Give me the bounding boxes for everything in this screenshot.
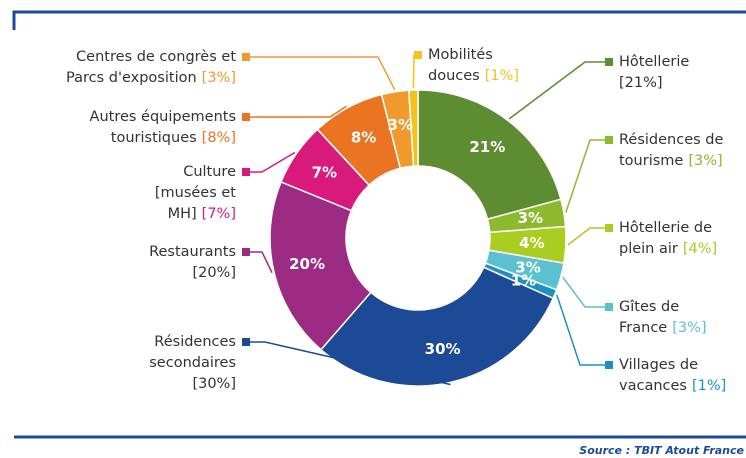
legend-label: Parcs d'exposition [3%] xyxy=(66,70,236,86)
legend-text: tourisme xyxy=(619,153,683,169)
legend-value: [8%] xyxy=(202,130,236,146)
legend-value: [1%] xyxy=(692,378,726,394)
legend-text: MH] xyxy=(168,206,197,222)
legend-swatch xyxy=(605,224,613,232)
legend-label: Gîtes de xyxy=(619,299,679,315)
legend-swatch xyxy=(605,303,613,311)
slice-label: 3% xyxy=(515,258,540,276)
legend-label: tourisme [3%] xyxy=(619,153,723,169)
leader-line xyxy=(250,105,347,118)
legend-label: touristiques [8%] xyxy=(111,130,236,146)
slice-label: 3% xyxy=(388,116,413,134)
legend-text: Restaurants xyxy=(149,244,236,260)
leader-line xyxy=(562,276,605,308)
slice xyxy=(408,89,419,167)
leader-line xyxy=(567,227,605,246)
slice-label: 21% xyxy=(469,138,505,156)
slice xyxy=(319,266,555,387)
leader-line xyxy=(250,56,396,91)
leader-line xyxy=(556,294,605,366)
legend-value: [20%] xyxy=(192,265,236,281)
legend-text: Autres équipements xyxy=(90,109,236,125)
leader-line xyxy=(412,54,415,89)
legend-label: Centres de congrès et xyxy=(76,49,236,65)
legend-text: France xyxy=(619,320,667,336)
slice-label: 8% xyxy=(351,128,376,146)
legend-value: [30%] xyxy=(192,376,236,392)
leader-line xyxy=(565,139,605,213)
legend-label: douces [1%] xyxy=(428,68,519,84)
legend-text: vacances xyxy=(619,378,687,394)
legend-label: Villages de xyxy=(619,357,698,373)
legend-text: touristiques xyxy=(111,130,197,146)
legend-text: Parcs d'exposition xyxy=(66,70,197,86)
frame-top xyxy=(12,10,746,30)
legend-text: Gîtes de xyxy=(619,299,679,315)
legend-swatch xyxy=(242,248,250,256)
slice-label: 30% xyxy=(425,340,461,358)
legend-text: Hôtellerie xyxy=(619,54,689,70)
legend-label: Restaurants xyxy=(149,244,236,260)
legend-swatch xyxy=(242,53,250,61)
legend-label: Autres équipements xyxy=(90,109,236,125)
legend-text: Mobilités xyxy=(428,47,493,63)
slices: 21%3%4%3%1%30%20%7%8%3% xyxy=(269,89,567,387)
legend-label: Résidences xyxy=(154,334,236,350)
legend: Hôtellerie [21%] Résidences de tourisme [3%]… xyxy=(66,47,726,394)
legend-text: Centres de congrès et xyxy=(76,49,236,65)
legend-text: Résidences xyxy=(154,334,236,350)
slice-label: 7% xyxy=(312,164,337,182)
legend-value: [3%] xyxy=(202,70,236,86)
legend-swatch xyxy=(414,51,422,59)
legend-label: France [3%] xyxy=(619,320,707,336)
legend-value: [3%] xyxy=(688,153,722,169)
legend-swatch xyxy=(242,168,250,176)
legend-text: Villages de xyxy=(619,357,698,373)
legend-swatch xyxy=(242,113,250,121)
legend-label: vacances [1%] xyxy=(619,378,726,394)
slice-label: 4% xyxy=(519,234,544,252)
legend-value: [7%] xyxy=(202,206,236,222)
legend-text: secondaires xyxy=(149,355,236,371)
leader-line xyxy=(250,151,296,173)
leader-line xyxy=(508,61,605,120)
legend-text: [musées et xyxy=(155,185,236,201)
legend-value: [1%] xyxy=(485,68,519,84)
legend-label: plein air [4%] xyxy=(619,241,717,257)
legend-text: Hôtellerie de xyxy=(619,220,712,236)
leader-line xyxy=(250,251,273,274)
legend-value: [3%] xyxy=(672,320,706,336)
slice-label: 20% xyxy=(289,255,325,273)
legend-label: [musées et xyxy=(155,185,236,201)
legend-swatch xyxy=(605,58,613,66)
legend-text: Résidences de xyxy=(619,132,724,148)
leader-line xyxy=(250,341,451,386)
legend-label: MH] [7%] xyxy=(168,206,236,222)
slice-label: 1% xyxy=(511,272,536,290)
legend-text: douces xyxy=(428,68,480,84)
legend-label: Hôtellerie xyxy=(619,54,689,70)
legend-label: Culture xyxy=(183,164,236,180)
legend-text: plein air xyxy=(619,241,678,257)
legend-swatch xyxy=(605,361,613,369)
slice-label: 3% xyxy=(518,209,543,227)
legend-text: Culture xyxy=(183,164,236,180)
legend-value: [21%] xyxy=(619,75,663,91)
source: Source : TBIT Atout France xyxy=(579,444,744,457)
legend-label: secondaires xyxy=(149,355,236,371)
legend-swatch xyxy=(242,338,250,346)
slice xyxy=(417,89,562,221)
legend-value: [4%] xyxy=(683,241,717,257)
slice xyxy=(269,180,372,351)
legend-label: Mobilités xyxy=(428,47,493,63)
legend-swatch xyxy=(605,136,613,144)
legend-label: Résidences de xyxy=(619,132,724,148)
legend-label: Hôtellerie de xyxy=(619,220,712,236)
